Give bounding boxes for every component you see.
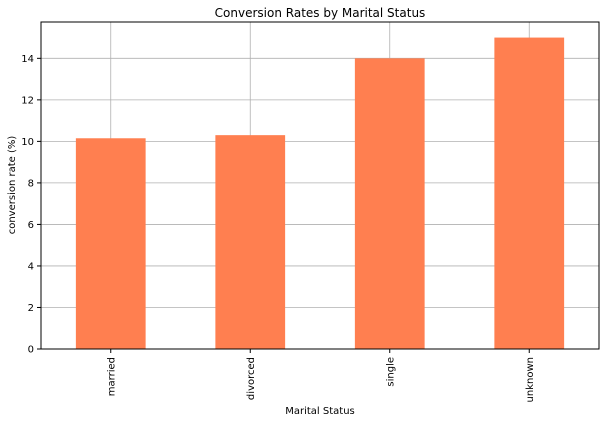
- axis-ticks: 0 2 4 6 8 10 12 14 married divorced single unknown: [21, 54, 535, 403]
- x-tick-label: unknown: [525, 357, 536, 402]
- bar-divorced: [215, 135, 286, 349]
- x-tick-label: married: [106, 357, 117, 396]
- y-tick-label: 10: [21, 137, 34, 148]
- y-tick-label: 6: [28, 220, 34, 231]
- bars: [75, 37, 565, 349]
- x-tick-label: divorced: [246, 357, 257, 400]
- y-tick-label: 4: [28, 261, 34, 272]
- plot-frame: [40, 21, 600, 350]
- y-tick-label: 2: [28, 303, 34, 314]
- bar-single: [354, 58, 425, 349]
- y-tick-label: 12: [21, 95, 34, 106]
- bar-married: [75, 138, 146, 349]
- chart-title: Conversion Rates by Marital Status: [215, 6, 426, 20]
- bar-unknown: [494, 37, 565, 349]
- y-tick-label: 8: [28, 178, 34, 189]
- y-tick-label: 14: [21, 54, 34, 65]
- y-tick-label: 0: [28, 345, 34, 356]
- y-axis-label: conversion rate (%): [7, 136, 18, 235]
- x-tick-label: single: [385, 357, 396, 387]
- x-axis-label: Marital Status: [285, 406, 355, 417]
